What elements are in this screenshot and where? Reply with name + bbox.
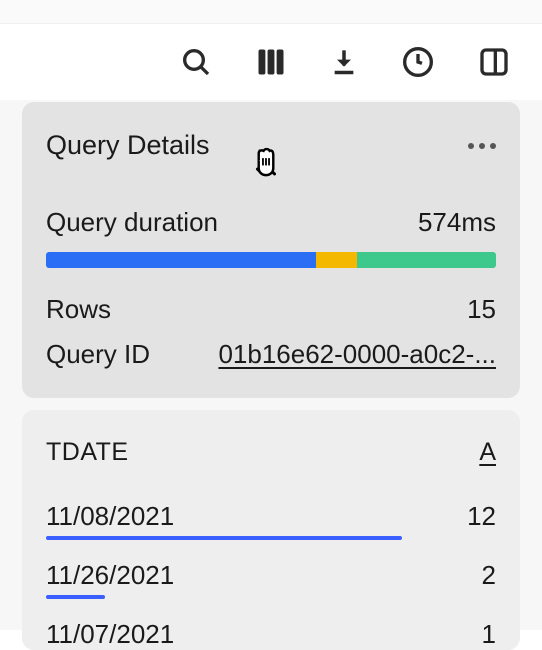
query-details-title: Query Details [46,130,210,161]
tdate-histogram-bar [46,595,105,599]
cursor-icon [251,146,281,185]
tdate-type-indicator[interactable]: A [479,438,496,467]
duration-value: 574ms [418,207,496,238]
card-header: Query Details [46,130,496,161]
query-id-label: Query ID [46,339,150,370]
rows-row: Rows 15 [46,294,496,325]
tdate-header: TDATE A [46,438,496,467]
rows-value: 15 [467,294,496,325]
download-icon[interactable] [330,46,358,78]
duration-segment-3 [357,252,497,268]
duration-segment-2 [316,252,357,268]
toolbar [0,24,542,100]
tdate-row[interactable]: 11/08/2021 12 [46,501,496,532]
duration-label: Query duration [46,207,218,238]
search-icon[interactable] [180,46,212,78]
more-menu-icon[interactable] [468,143,496,149]
panel-icon[interactable] [478,46,510,78]
tdate-count: 2 [482,560,496,591]
tdate-histogram-bar [46,536,402,540]
tdate-date: 11/08/2021 [46,501,174,532]
tdate-row[interactable]: 11/07/2021 1 [46,619,496,650]
tdate-count: 12 [467,501,496,532]
query-details-card: Query Details Query duration 574ms [22,102,520,398]
duration-bar [46,252,496,268]
duration-segment-1 [46,252,316,268]
content-area: Query Details Query duration 574ms [0,100,542,630]
duration-row: Query duration 574ms [46,207,496,238]
top-strip [0,0,542,24]
query-id-row: Query ID 01b16e62-0000-a0c2-... [46,339,496,370]
tdate-date: 11/07/2021 [46,619,174,650]
tdate-title: TDATE [46,438,129,467]
tdate-card: TDATE A 11/08/2021 12 11/26/2021 2 11/07/202… [22,410,520,650]
query-id-link[interactable]: 01b16e62-0000-a0c2-... [218,339,496,370]
tdate-row[interactable]: 11/26/2021 2 [46,560,496,591]
tdate-count: 1 [482,619,496,650]
rows-label: Rows [46,294,111,325]
tdate-date: 11/26/2021 [46,560,174,591]
tdate-list: 11/08/2021 12 11/26/2021 2 11/07/2021 1 [46,501,496,650]
columns-icon[interactable] [256,46,286,78]
clock-icon[interactable] [402,46,434,78]
